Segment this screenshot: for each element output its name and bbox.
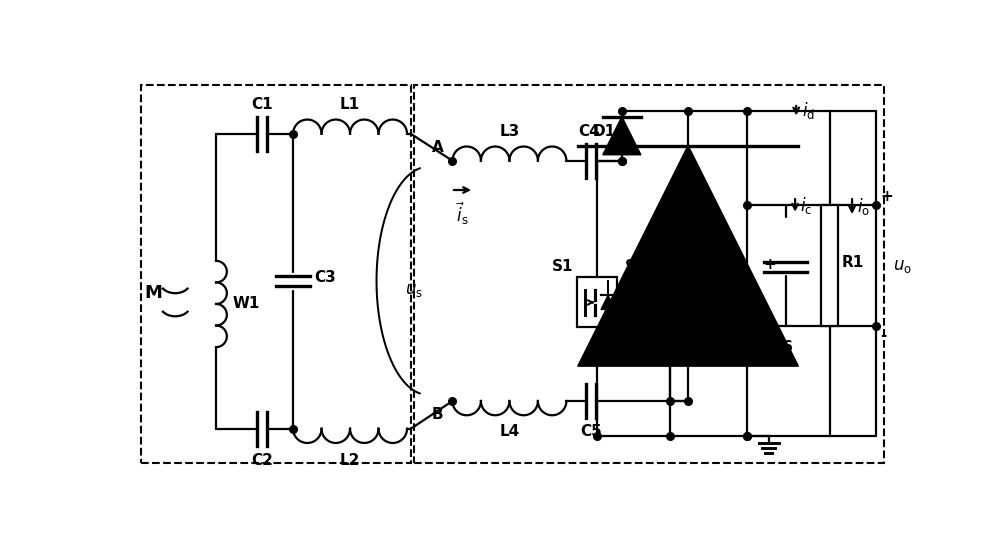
Bar <box>821 206 838 326</box>
Text: L1: L1 <box>340 97 360 112</box>
Text: C5: C5 <box>580 424 602 439</box>
Text: $i_{\rm d}$: $i_{\rm d}$ <box>802 100 815 121</box>
Text: L4: L4 <box>499 424 520 439</box>
FancyBboxPatch shape <box>414 85 884 462</box>
Bar <box>650 277 690 327</box>
Text: -: - <box>881 328 887 343</box>
FancyBboxPatch shape <box>141 85 411 462</box>
Text: C3: C3 <box>315 270 336 285</box>
Text: D2: D2 <box>659 244 682 259</box>
Polygon shape <box>674 295 688 310</box>
Polygon shape <box>603 117 641 154</box>
Text: S2: S2 <box>625 259 646 274</box>
Text: R1: R1 <box>841 255 864 269</box>
Text: C1: C1 <box>251 97 273 112</box>
Text: C2: C2 <box>251 453 273 468</box>
Bar <box>577 277 617 327</box>
Polygon shape <box>578 146 798 366</box>
Text: W1: W1 <box>233 296 260 312</box>
Text: B: B <box>432 407 443 422</box>
Text: D1: D1 <box>593 125 616 139</box>
Text: +: + <box>764 257 777 272</box>
Text: S1: S1 <box>552 259 573 274</box>
Text: C6: C6 <box>771 340 793 355</box>
Text: L3: L3 <box>499 124 520 139</box>
Text: $u_{\rm s}$: $u_{\rm s}$ <box>405 281 423 299</box>
Text: $i_{\rm o}$: $i_{\rm o}$ <box>857 196 870 217</box>
Text: L2: L2 <box>340 453 360 468</box>
Text: M: M <box>145 284 163 302</box>
Text: $i_{\rm c}$: $i_{\rm c}$ <box>800 195 812 216</box>
Text: $\vec{i}_{\rm s}$: $\vec{i}_{\rm s}$ <box>456 201 469 227</box>
Text: +: + <box>881 189 893 203</box>
Text: $u_{\rm o}$: $u_{\rm o}$ <box>893 257 912 275</box>
Text: A: A <box>431 140 443 154</box>
Polygon shape <box>601 295 615 310</box>
Text: C4: C4 <box>579 124 600 139</box>
